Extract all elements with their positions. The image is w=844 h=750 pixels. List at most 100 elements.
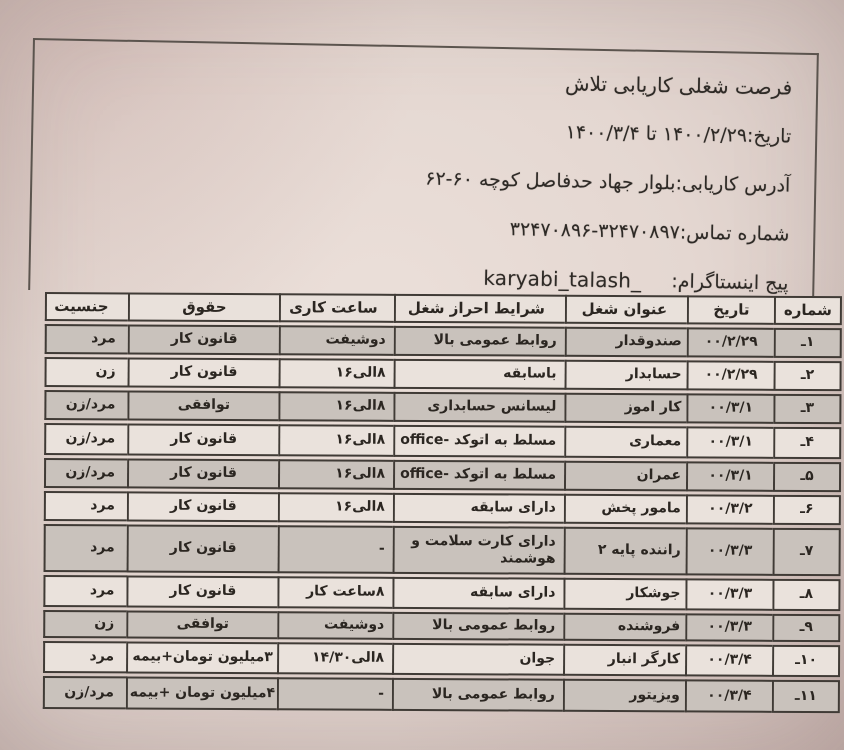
cell-date: ۰۰/۳/۳ — [685, 527, 773, 576]
cell-requirements: جوان — [392, 642, 564, 676]
cell-requirements: دارای کارت سلامت و هوشمند — [392, 525, 564, 575]
cell-number: ۵ـ — [772, 461, 842, 493]
cell-requirements: لیسانس حسابداری — [393, 391, 565, 423]
cell-number: ۹ـ — [772, 613, 841, 643]
cell-gender: زن — [44, 357, 128, 388]
table-row: ۱۱ـ ۰۰/۳/۴ ویزیتور روابط عمومی بالا - ۴م… — [42, 676, 840, 714]
cell-date: ۰۰/۳/۴ — [684, 644, 773, 677]
cell-hours: ۸الی۱۶ — [277, 492, 393, 523]
cell-date: ۰۰/۲/۲۹ — [686, 327, 774, 358]
cell-hours: ۸الی۱۶ — [278, 424, 394, 457]
cell-number: ۱۰ـ — [771, 644, 841, 678]
jobs-table: شماره تاریخ عنوان شغل شرایط احراز شغل سا… — [42, 292, 842, 714]
cell-date: ۰۰/۳/۳ — [685, 613, 773, 642]
cell-gender: مرد/زن — [44, 390, 128, 421]
cell-hours: ۸ساعت کار — [277, 576, 393, 609]
cell-job-title: صندوقدار — [564, 326, 687, 358]
cell-hours: ۸الی۱۴/۳۰ — [277, 642, 393, 675]
cell-job-title: ویزیتور — [562, 678, 685, 713]
cell-number: ۱۱ـ — [771, 679, 840, 714]
cell-salary: توافقی — [126, 610, 278, 640]
cell-date: ۰۰/۳/۳ — [685, 578, 773, 611]
cell-requirements: روابط عمومی بالا — [392, 611, 564, 641]
cell-gender: مرد — [43, 575, 127, 608]
cell-gender: مرد — [44, 324, 128, 355]
cell-gender: مرد — [43, 491, 127, 522]
header-cell-salary: حقوق — [127, 292, 279, 323]
cell-requirements: باسابقه — [393, 358, 565, 390]
cell-hours: دوشیفت — [277, 611, 393, 640]
header-cell-date: تاریخ — [686, 295, 774, 325]
cell-hours: دوشیفت — [278, 325, 394, 356]
table-row: ۲ـ ۰۰/۲/۲۹ حسابدار باسابقه ۸الی۱۶ قانون … — [44, 357, 842, 392]
header-cell-gender: جنسیت — [44, 292, 128, 322]
header-cell-job-title: عنوان شغل — [564, 294, 687, 325]
cell-date: ۰۰/۳/۱ — [686, 393, 774, 424]
cell-number: ۸ـ — [772, 578, 841, 612]
cell-number: ۶ـ — [772, 494, 841, 526]
cell-salary: ۳میلیون تومان+بیمه — [126, 641, 278, 675]
table-row: ۶ـ ۰۰/۳/۲ مامور پخش دارای سابقه ۸الی۱۶ ق… — [43, 491, 841, 526]
cell-number: ۴ـ — [773, 426, 842, 460]
cell-job-title: کارگر انبار — [562, 643, 686, 677]
cell-number: ۷ـ — [772, 527, 841, 577]
cell-number: ۲ـ — [773, 360, 842, 392]
table-header-row: شماره تاریخ عنوان شغل شرایط احراز شغل سا… — [44, 292, 842, 326]
cell-salary: قانون کار — [127, 324, 279, 356]
cell-date: ۰۰/۳/۱ — [685, 461, 774, 492]
cell-job-title: فروشنده — [563, 612, 686, 642]
cell-gender: مرد — [43, 641, 127, 674]
cell-gender: مرد/زن — [42, 676, 126, 710]
cell-date: ۰۰/۳/۲ — [685, 494, 773, 525]
table-row: ۱۰ـ ۰۰/۳/۴ کارگر انبار جوان ۸الی۱۴/۳۰ ۳م… — [42, 641, 841, 678]
header-cell-number: شماره — [773, 295, 842, 326]
cell-gender: مرد — [43, 524, 127, 573]
cell-gender: زن — [43, 610, 127, 639]
table-row: ۷ـ ۰۰/۳/۳ راننده پایه ۲ دارای کارت سلامت… — [43, 524, 841, 577]
table-row: ۱ـ ۰۰/۲/۲۹ صندوقدار روابط عمومی بالا دوش… — [44, 324, 842, 359]
cell-salary: قانون کار — [126, 575, 278, 609]
cell-requirements: روابط عمومی بالا — [391, 677, 563, 712]
instagram-handle: _karyabi_talash — [483, 265, 642, 293]
cell-number: ۱ـ — [773, 327, 842, 359]
cell-hours: - — [277, 525, 393, 574]
cell-salary: قانون کار — [127, 357, 279, 389]
cell-job-title: کار اموز — [564, 392, 687, 424]
cell-salary: قانون کار — [127, 423, 279, 457]
cell-requirements: مسلط به اتوکد -office — [392, 459, 565, 491]
cell-gender: مرد/زن — [43, 458, 128, 489]
cell-requirements: روابط عمومی بالا — [393, 325, 565, 357]
cell-date: ۰۰/۳/۴ — [684, 679, 772, 713]
table-row: ۳ـ ۰۰/۳/۱ کار اموز لیسانس حسابداری ۸الی۱… — [43, 390, 842, 425]
cell-hours: ۸الی۱۶ — [278, 391, 394, 422]
cell-requirements: دارای سابقه — [392, 492, 564, 524]
cell-job-title: راننده پایه ۲ — [563, 526, 686, 576]
cell-date: ۰۰/۲/۲۹ — [686, 360, 774, 391]
cell-salary: قانون کار — [126, 458, 279, 490]
cell-salary: قانون کار — [126, 524, 278, 574]
table-row: ۴ـ ۰۰/۳/۱ معماری مسلط به اتوکد -office ۸… — [43, 423, 842, 460]
cell-requirements: مسلط به اتوکد -office — [393, 424, 565, 458]
cell-job-title: جوشکار — [563, 577, 686, 611]
cell-number: ۳ـ — [773, 393, 842, 425]
cell-hours: - — [276, 677, 392, 711]
cell-salary: قانون کار — [126, 491, 278, 523]
cell-salary: توافقی — [127, 390, 279, 422]
instagram-label: پیج اینستاگرام: — [671, 269, 789, 295]
cell-requirements: دارای سابقه — [392, 576, 564, 610]
table-row: ۵ـ ۰۰/۳/۱ عمران مسلط به اتوکد -office ۸ا… — [43, 458, 842, 493]
letterhead-box: فرصت شغلی کاریابی تلاش تاریخ:۱۴۰۰/۲/۲۹ ت… — [28, 38, 819, 306]
cell-salary: ۴میلیون تومان +بیمه — [125, 676, 277, 711]
cell-hours: ۸الی۱۶ — [277, 459, 394, 490]
cell-job-title: معماری — [564, 425, 687, 459]
cell-job-title: حسابدار — [564, 359, 687, 391]
table-row: ۹ـ ۰۰/۳/۳ فروشنده روابط عمومی بالا دوشیف… — [42, 610, 841, 643]
cell-job-title: مامور پخش — [563, 493, 686, 525]
header-cell-requirements: شرایط احراز شغل — [393, 293, 565, 324]
cell-gender: مرد/زن — [44, 423, 128, 456]
cell-date: ۰۰/۳/۱ — [686, 426, 774, 459]
header-cell-hours: ساعت کاری — [278, 293, 394, 323]
table-row: ۸ـ ۰۰/۳/۳ جوشکار دارای سابقه ۸ساعت کار ق… — [42, 575, 841, 612]
cell-job-title: عمران — [563, 460, 687, 492]
cell-hours: ۸الی۱۶ — [278, 358, 394, 389]
